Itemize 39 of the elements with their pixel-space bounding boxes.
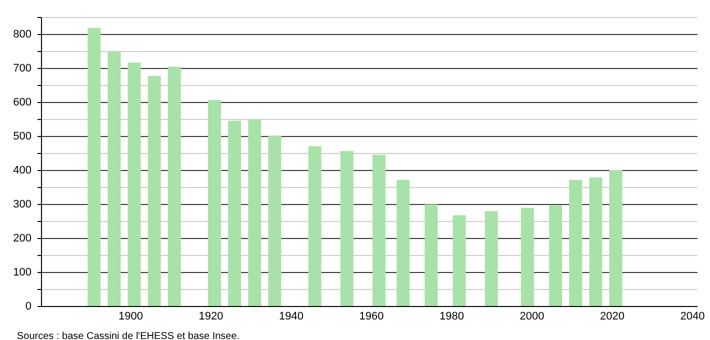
x-tick-label: 1900 [118,310,144,322]
y-tick-label: 300 [13,198,32,210]
source-note: Sources : base Cassini de l'EHESS et base Insee. [17,331,240,340]
bar [88,28,101,306]
bar [148,76,161,306]
x-tick-label: 1940 [279,310,304,322]
y-tick-label: 0 [25,300,32,312]
y-tick-label: 800 [13,28,32,40]
bar [228,120,242,306]
y-tick-label: 700 [13,62,32,74]
bar [268,136,282,306]
bar [128,62,141,306]
x-tick-label: 2000 [520,310,544,322]
x-tick-label: 1980 [440,310,464,322]
bar [248,120,262,306]
bar [424,204,438,306]
x-tick-label: 2040 [680,310,705,322]
y-tick-label: 100 [13,266,32,278]
bar [589,177,602,306]
y-tick-label: 600 [13,96,32,108]
bar [308,146,322,306]
bar [168,66,181,306]
bar [396,180,410,306]
bar [208,100,222,306]
bar [549,205,562,306]
bar [520,208,534,306]
y-tick-label: 400 [13,164,32,176]
x-tick-label: 2020 [600,310,624,322]
y-tick-label: 500 [13,130,32,142]
bar [609,170,622,306]
bar [569,180,582,306]
bar [452,215,466,306]
x-tick-label: 1960 [359,310,384,322]
bar [108,51,121,306]
x-tick-label: 1920 [198,310,224,322]
bar [340,150,354,306]
bar [372,154,386,306]
y-tick-label: 200 [13,232,32,244]
bar [484,211,498,306]
